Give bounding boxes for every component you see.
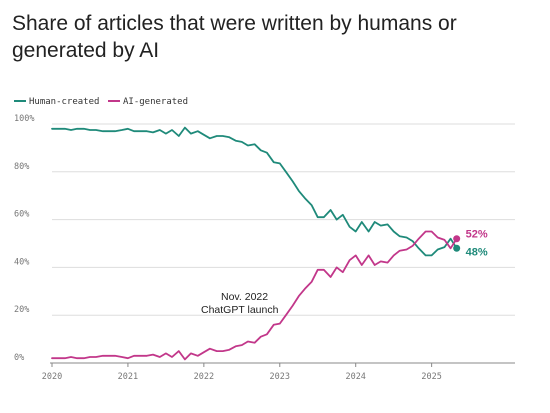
legend-label-human-created: Human-created — [29, 97, 99, 107]
end-label-human-created: 48% — [466, 246, 488, 258]
x-tick-label: 2023 — [270, 372, 290, 382]
chatgpt-annotation: Nov. 2022 ChatGPT launch — [201, 291, 279, 316]
x-tick-label: 2022 — [194, 372, 214, 382]
x-tick-label: 2020 — [42, 372, 62, 382]
end-label-ai-generated: 52% — [466, 229, 488, 241]
y-tick-label: 20% — [14, 305, 29, 315]
y-tick-label: 60% — [14, 210, 29, 220]
legend-label-ai-generated: AI-generated — [123, 97, 188, 107]
x-tick-label: 2021 — [118, 372, 138, 382]
end-point-human-created — [453, 244, 461, 252]
gridlines — [52, 123, 515, 316]
series-line-human-created — [51, 126, 458, 257]
x-tick-label: 2024 — [345, 372, 365, 382]
legend: Human-created AI-generated — [14, 97, 188, 107]
series-lines — [51, 126, 458, 361]
y-tick-label: 80% — [14, 162, 29, 172]
x-axis-ticks: 2020 2021 2022 2023 2024 2025 — [42, 363, 442, 382]
end-labels: 48%52% — [453, 229, 488, 258]
x-tick-label: 2025 — [421, 372, 441, 382]
y-tick-label: 40% — [14, 257, 29, 267]
annotation-date: Nov. 2022 — [221, 291, 268, 303]
series-line-ai-generated — [51, 230, 458, 361]
end-point-ai-generated — [453, 235, 461, 243]
y-axis-ticks: 0% 20% 40% 60% 80% 100% — [14, 114, 34, 363]
y-tick-label: 0% — [14, 353, 24, 363]
y-tick-label: 100% — [14, 114, 34, 124]
chart-title-line-1: Share of articles that were written by h… — [12, 12, 457, 35]
annotation-event: ChatGPT launch — [201, 304, 279, 316]
chart-title-line-2: generated by AI — [12, 39, 159, 62]
